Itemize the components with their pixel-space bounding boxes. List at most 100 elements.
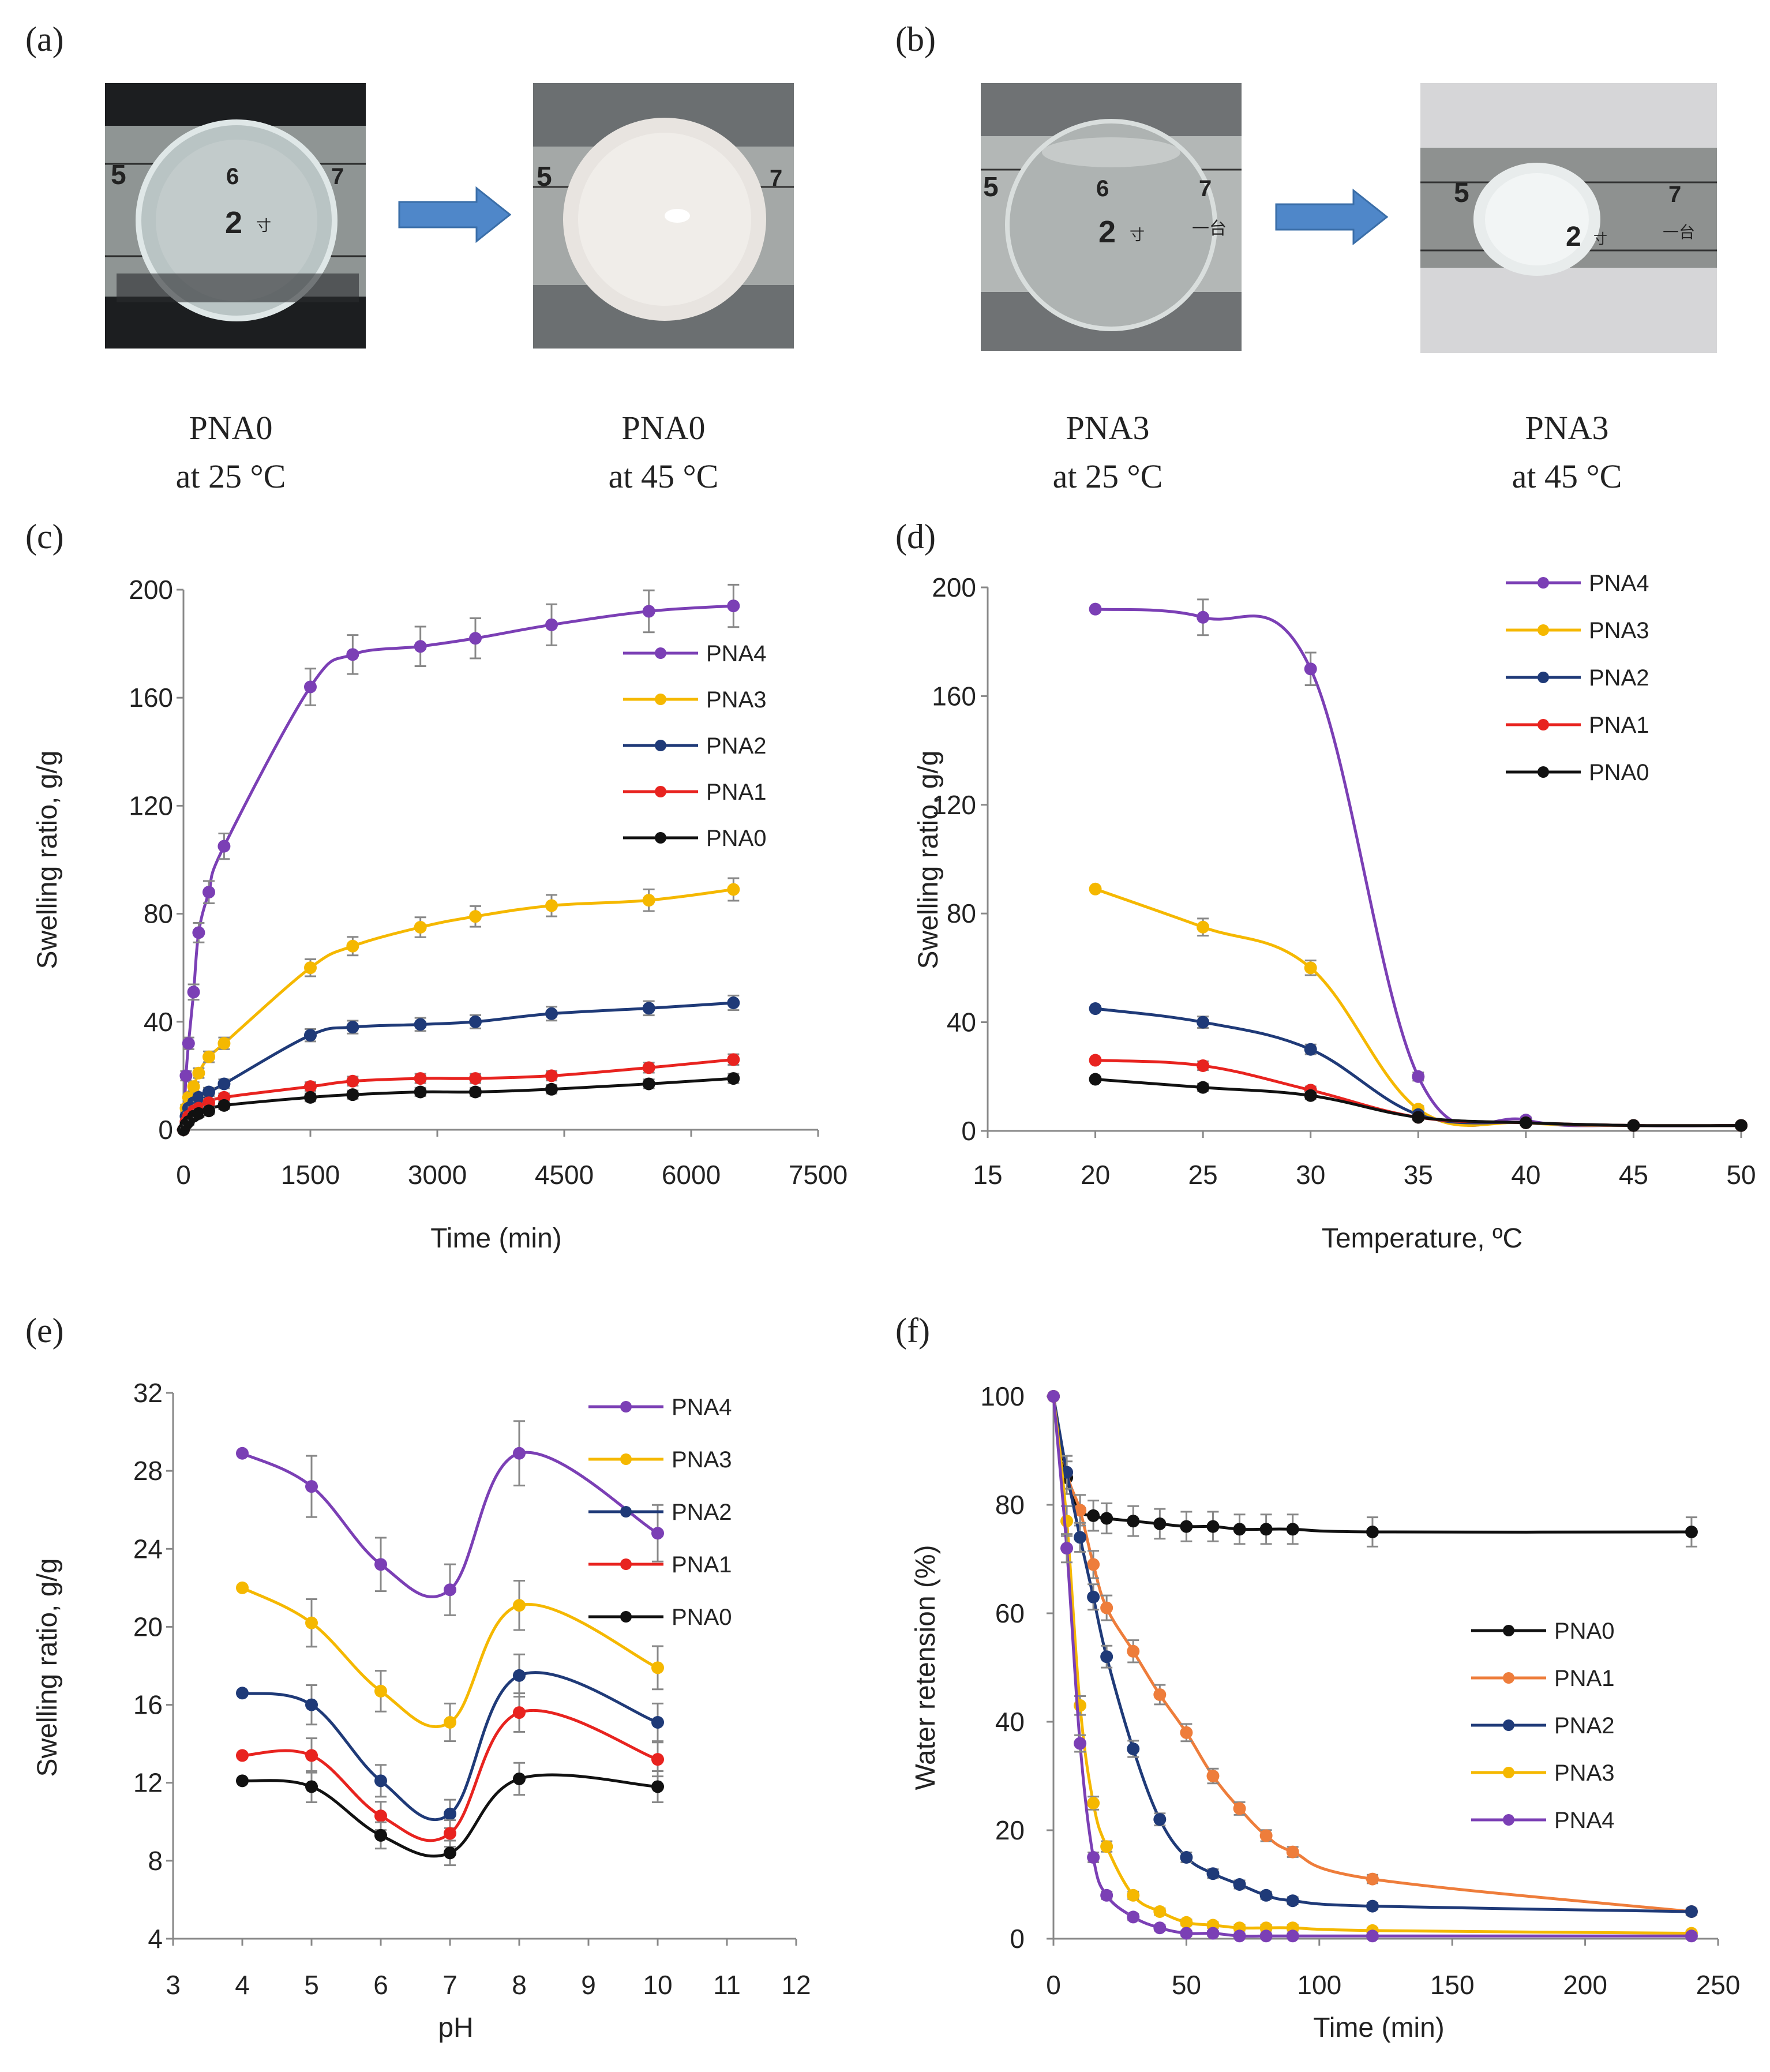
photo-pna3-25c: 5 6 7 2 寸 一台 <box>981 83 1242 351</box>
data-point <box>1259 1929 1273 1943</box>
legend-entry-pna4: PNA4 <box>623 641 767 666</box>
ruler-number: 2 <box>1566 222 1581 252</box>
data-point <box>1153 1921 1167 1935</box>
y-tick-label: 40 <box>947 1007 976 1037</box>
data-point <box>304 680 317 694</box>
x-tick-label: 0 <box>176 1160 191 1190</box>
data-point <box>1153 1905 1167 1918</box>
x-tick-label: 6 <box>373 1970 388 2000</box>
x-axis-label: pH <box>438 2013 473 2043</box>
series-pna1 <box>236 1692 664 1848</box>
data-point <box>1127 1743 1140 1755</box>
data-point <box>236 1687 249 1700</box>
photo-pna0-25c: 5 6 7 2 寸 <box>105 83 366 349</box>
data-point <box>513 1669 526 1682</box>
legend-label: PNA3 <box>672 1447 732 1472</box>
legend-label: PNA0 <box>706 826 767 851</box>
ruler-number: 6 <box>1096 176 1109 201</box>
legend-label: PNA1 <box>706 780 767 805</box>
series-pna4 <box>1047 1390 1698 1943</box>
data-point <box>1089 1073 1102 1086</box>
legend-marker <box>655 832 666 844</box>
legend-entry-pna3: PNA3 <box>1506 618 1649 643</box>
data-point <box>1074 1504 1087 1517</box>
data-point <box>469 632 482 645</box>
caption-sample: PNA0 <box>621 409 706 447</box>
y-axis-label: Swelling ratio, g/g <box>32 1558 63 1777</box>
y-tick-label: 24 <box>133 1534 163 1564</box>
ruler-number: 5 <box>537 162 552 192</box>
legend-label: PNA4 <box>672 1395 732 1420</box>
data-point <box>1060 1542 1074 1555</box>
data-point <box>1304 1043 1317 1056</box>
legend-marker <box>655 740 666 751</box>
data-point <box>469 1072 482 1085</box>
series-line <box>242 1671 658 1822</box>
data-point <box>305 1698 318 1711</box>
legend-entry-pna4: PNA4 <box>1506 571 1649 596</box>
y-tick-label: 160 <box>129 683 173 713</box>
data-point <box>1286 1929 1299 1943</box>
caption-condition: at 25 °C <box>1052 458 1163 495</box>
y-tick-label: 160 <box>932 681 976 711</box>
data-point <box>651 1527 664 1540</box>
data-point <box>1206 1520 1220 1533</box>
legend-marker <box>1537 624 1549 636</box>
data-point <box>545 1007 558 1020</box>
data-point <box>414 921 427 934</box>
legend-marker <box>620 1558 632 1570</box>
x-tick-label: 20 <box>1081 1160 1110 1190</box>
legend-marker <box>620 1611 632 1623</box>
caption-condition: at 25 °C <box>175 458 286 495</box>
data-point <box>1304 961 1317 975</box>
x-tick-label: 15 <box>973 1160 1002 1190</box>
data-point <box>346 1088 359 1101</box>
data-point <box>545 1082 558 1096</box>
ruler-number: 寸 <box>256 217 271 234</box>
legend-marker <box>620 1401 632 1412</box>
x-tick-label: 200 <box>1563 1970 1607 2000</box>
series-pna4 <box>177 583 740 1136</box>
data-point <box>651 1753 664 1766</box>
data-point <box>182 1037 195 1050</box>
legend-entry-pna3: PNA3 <box>623 687 767 713</box>
data-point <box>217 840 231 853</box>
legend-label: PNA4 <box>1589 571 1649 596</box>
data-point <box>1286 1894 1299 1908</box>
data-point <box>1100 1601 1113 1614</box>
legend-marker <box>1537 577 1549 589</box>
data-point <box>545 618 558 631</box>
data-point <box>1685 1905 1698 1918</box>
data-point <box>727 1072 740 1085</box>
data-point <box>444 1827 456 1840</box>
data-point <box>1206 1770 1220 1782</box>
series-pna3 <box>236 1580 664 1743</box>
ruler-number: 6 <box>226 164 239 189</box>
data-point <box>444 1807 456 1820</box>
data-point <box>304 1080 317 1093</box>
series-pna1 <box>1047 1390 1698 1918</box>
data-point <box>414 1018 427 1031</box>
data-point <box>1047 1390 1060 1403</box>
data-point <box>202 1085 215 1099</box>
data-point <box>236 1581 249 1594</box>
legend-entry-pna4: PNA4 <box>588 1395 732 1420</box>
x-tick-label: 1500 <box>281 1160 340 1190</box>
x-tick-label: 50 <box>1172 1970 1201 2000</box>
caption-sample: PNA3 <box>1066 409 1150 447</box>
data-point <box>346 1021 359 1034</box>
data-point <box>1153 1688 1167 1701</box>
data-point <box>217 1077 231 1091</box>
legend-entry-pna0: PNA0 <box>1506 760 1649 785</box>
data-point <box>1627 1119 1640 1132</box>
y-tick-label: 32 <box>133 1378 163 1408</box>
data-point <box>1286 1845 1299 1859</box>
x-tick-label: 6000 <box>662 1160 721 1190</box>
photo-caption: PNA3 at 45 °C <box>1446 404 1688 501</box>
x-tick-label: 3 <box>166 1970 181 2000</box>
legend-entry-pna2: PNA2 <box>1471 1713 1615 1738</box>
data-point <box>1089 1002 1102 1016</box>
data-point <box>1206 1867 1220 1880</box>
data-point <box>374 1774 387 1788</box>
